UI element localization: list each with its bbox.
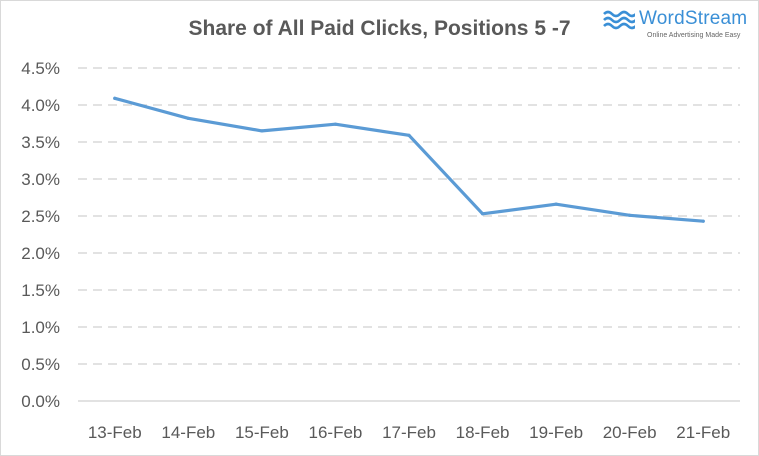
data-point bbox=[113, 96, 117, 100]
data-point bbox=[333, 122, 338, 126]
logo-tagline: Online Advertising Made Easy bbox=[647, 32, 741, 39]
data-point bbox=[260, 129, 264, 133]
logo-name: WordStream bbox=[639, 8, 748, 29]
x-tick-label: 18-Feb bbox=[456, 423, 510, 442]
x-tick-label: 20-Feb bbox=[603, 423, 657, 442]
x-tick-label: 16-Feb bbox=[309, 423, 363, 442]
y-tick-label: 2.0% bbox=[21, 244, 60, 263]
y-tick-label: 2.5% bbox=[21, 207, 60, 226]
x-tick-label: 17-Feb bbox=[382, 423, 436, 442]
y-tick-label: 4.0% bbox=[21, 96, 60, 115]
x-tick-label: 14-Feb bbox=[161, 423, 215, 442]
data-point bbox=[628, 213, 632, 217]
y-axis-ticks: 0.0% 0.5% 1.0% 1.5% 2.0% 2.5% 3.0% 3.5% 4.0% 4.5% bbox=[21, 59, 60, 411]
series-group bbox=[113, 96, 705, 223]
data-point bbox=[186, 116, 190, 120]
wordstream-logo: WordStream Online Advertising Made Easy bbox=[603, 6, 757, 42]
x-tick-label: 21-Feb bbox=[676, 423, 730, 442]
x-tick-label: 13-Feb bbox=[88, 423, 142, 442]
x-axis-ticks: 13-Feb 14-Feb 15-Feb 16-Feb 17-Feb 18-Feb 19-F… bbox=[88, 423, 730, 442]
y-tick-label: 4.5% bbox=[21, 59, 60, 78]
data-point bbox=[480, 212, 485, 216]
y-tick-label: 0.0% bbox=[21, 392, 60, 411]
data-point bbox=[554, 202, 558, 206]
y-tick-label: 1.0% bbox=[21, 318, 60, 337]
y-tick-label: 0.5% bbox=[21, 355, 60, 374]
chart-title: Share of All Paid Clicks, Positions 5 -7 bbox=[188, 17, 571, 40]
data-point bbox=[701, 219, 705, 223]
y-tick-label: 3.5% bbox=[21, 133, 60, 152]
x-tick-label: 15-Feb bbox=[235, 423, 289, 442]
wave-icon bbox=[603, 10, 635, 30]
gridlines bbox=[78, 67, 740, 402]
data-point bbox=[407, 133, 411, 137]
x-tick-label: 19-Feb bbox=[529, 423, 583, 442]
y-tick-label: 3.0% bbox=[21, 170, 60, 189]
y-tick-label: 1.5% bbox=[21, 281, 60, 300]
series-line bbox=[113, 96, 705, 223]
